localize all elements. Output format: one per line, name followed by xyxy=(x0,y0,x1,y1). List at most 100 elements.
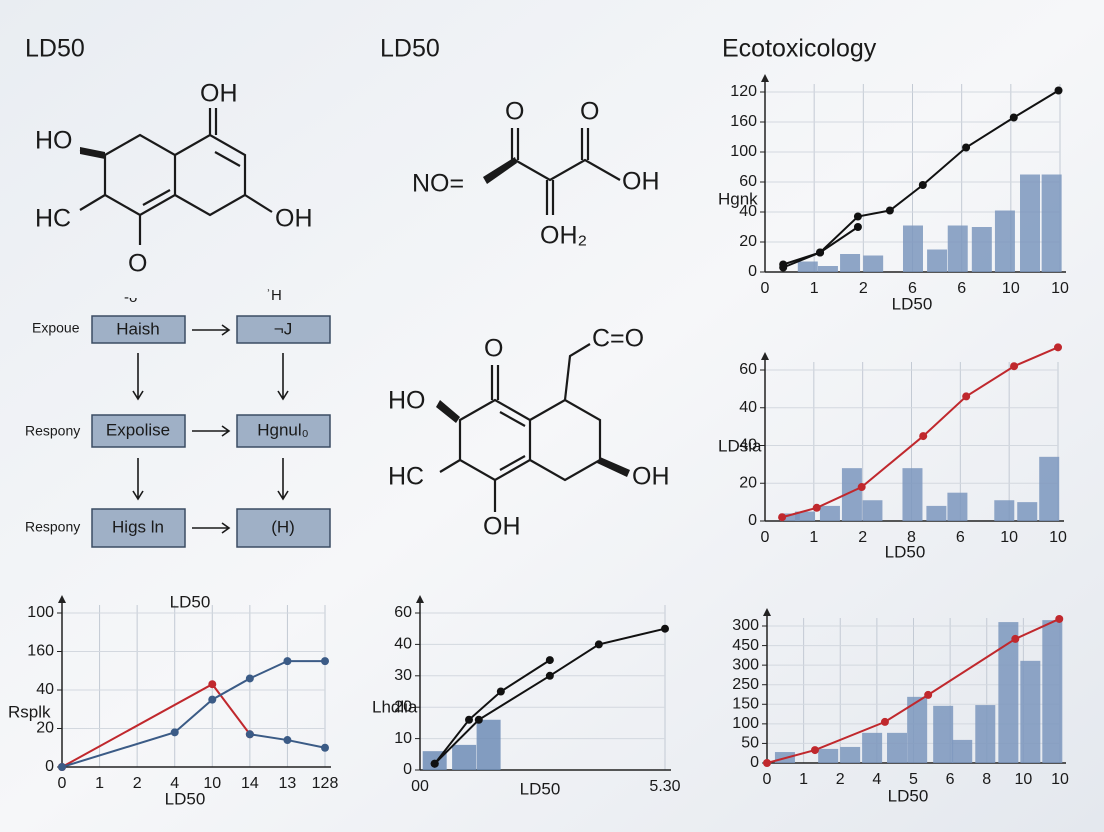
y-tick-label: 250 xyxy=(732,676,759,693)
heading: Ecotoxicology xyxy=(722,35,877,63)
bar xyxy=(902,468,923,521)
x-tick-label: 10 xyxy=(203,775,221,792)
bar xyxy=(795,511,816,521)
flow-box xyxy=(91,414,186,448)
x-tick-label: 2 xyxy=(133,775,142,792)
x-tick-label: 6 xyxy=(908,280,917,297)
bar xyxy=(927,249,948,272)
y-tick-label: 40 xyxy=(739,203,757,220)
molecule: O O NO= OH OH₂ xyxy=(412,98,660,250)
x-tick-label: 0 xyxy=(763,771,772,788)
atom-label: O xyxy=(580,98,599,126)
line xyxy=(433,659,551,765)
x-tick-label: 1 xyxy=(799,771,808,788)
y-axis-label: Lhdlia xyxy=(372,697,418,716)
bar xyxy=(947,225,968,272)
bar xyxy=(1020,660,1041,763)
bar xyxy=(1042,620,1063,763)
y-tick-label: 20 xyxy=(36,720,54,737)
bar xyxy=(841,468,862,521)
point xyxy=(1054,86,1063,95)
x-tick-label: 6 xyxy=(957,280,966,297)
point xyxy=(1009,113,1018,122)
flow-box xyxy=(236,508,331,548)
x-axis-label: LD50 xyxy=(520,779,561,798)
x-tick-label: 1 xyxy=(95,775,104,792)
y-tick-label: 40 xyxy=(739,437,757,454)
box-label: Expolise xyxy=(106,420,170,439)
atom-label: O xyxy=(484,335,503,363)
y-tick-label: 160 xyxy=(27,643,54,660)
line xyxy=(766,618,1060,764)
flow-box xyxy=(236,414,331,448)
flow-box xyxy=(236,315,331,344)
y-tick-label: 0 xyxy=(748,263,757,280)
point xyxy=(779,263,788,272)
point xyxy=(465,715,473,724)
point xyxy=(1011,634,1020,643)
x-axis-label: LD50 xyxy=(888,786,929,805)
y-tick-label: 300 xyxy=(732,656,759,673)
bar xyxy=(994,500,1015,521)
y-tick-label: 40 xyxy=(36,681,54,698)
x-tick-label: 2 xyxy=(859,280,868,297)
row-label: Respony xyxy=(25,423,80,439)
x-tick-label: 5.30 xyxy=(649,778,680,795)
y-tick-label: 450 xyxy=(732,637,759,654)
point xyxy=(1010,362,1019,371)
y-tick-label: 20 xyxy=(739,233,757,250)
point xyxy=(170,728,179,737)
y-tick-label: 60 xyxy=(739,173,757,190)
bar xyxy=(862,732,883,763)
row-label: Respony xyxy=(25,519,80,535)
x-axis-label: LD50 xyxy=(885,542,926,561)
box-label: Higs ln xyxy=(112,517,164,536)
x-tick-label: 8 xyxy=(907,529,916,546)
point xyxy=(208,680,217,689)
atom-label: HO xyxy=(35,127,73,155)
bar xyxy=(452,744,477,770)
y-tick-label: 50 xyxy=(741,735,759,752)
atom-label: OH xyxy=(632,463,670,491)
bar xyxy=(818,748,839,763)
y-tick-label: 160 xyxy=(730,113,757,130)
point xyxy=(962,392,971,401)
point xyxy=(816,248,825,257)
bar xyxy=(476,719,501,770)
x-tick-label: 128 xyxy=(312,775,339,792)
flow-mark: ʾH xyxy=(266,287,282,304)
flowchart: -ᴗ ʾH Expoue Respony Respony Haish ¬J Ex… xyxy=(25,287,331,548)
bar xyxy=(907,696,928,763)
y-axis-label: LDsia xyxy=(718,436,762,455)
heading: LD50 xyxy=(25,35,85,63)
x-tick-label: 5 xyxy=(909,771,918,788)
box-label: Hgnul₀ xyxy=(257,420,308,439)
point xyxy=(430,759,439,768)
bar xyxy=(902,225,923,272)
box-label: ¬J xyxy=(274,319,292,338)
atom-label: OH xyxy=(275,205,313,233)
x-tick-label: 10 xyxy=(1014,771,1032,788)
point xyxy=(763,759,771,767)
x-tick-label: 10 xyxy=(1049,529,1067,546)
point xyxy=(853,223,862,231)
point xyxy=(885,206,894,215)
atom-label: O xyxy=(128,250,147,278)
x-tick-label: 10 xyxy=(1051,771,1069,788)
bar xyxy=(1041,174,1062,272)
point xyxy=(962,143,971,152)
y-tick-label: 10 xyxy=(394,730,412,747)
atom-label: OH₂ xyxy=(540,222,587,250)
y-tick-label: 100 xyxy=(732,715,759,732)
axis-arrow xyxy=(58,595,66,603)
chart-title: LD50 xyxy=(170,592,211,611)
point xyxy=(918,181,927,189)
flow-box xyxy=(91,315,186,344)
atom-label: HO xyxy=(388,387,426,415)
atom-label: OH xyxy=(622,168,660,196)
bar xyxy=(862,500,883,521)
x-tick-label: 6 xyxy=(946,771,955,788)
x-tick-label: 4 xyxy=(872,771,881,788)
